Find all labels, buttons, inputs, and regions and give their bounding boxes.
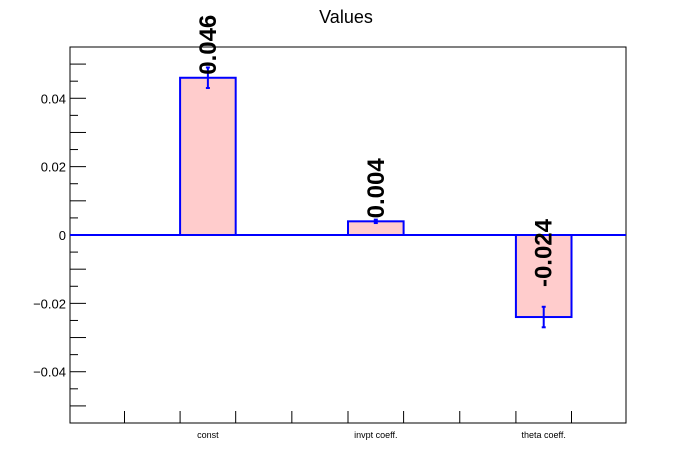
value-labels: 0.046 0.004 -0.024 (195, 15, 558, 287)
bar (514, 234, 573, 319)
y-tick-label: −0.02 (33, 296, 66, 311)
x-category-label: const (197, 430, 219, 440)
bar (179, 76, 237, 236)
y-tick-label: 0.04 (41, 91, 66, 106)
value-label: 0.004 (363, 158, 390, 219)
error-bars (205, 66, 546, 329)
value-label: 0.046 (195, 15, 222, 75)
y-tick-label: 0.02 (41, 160, 66, 175)
chart-title: Values (319, 7, 373, 27)
y-tick-label: −0.04 (33, 365, 66, 380)
y-tick-label: 0 (59, 228, 66, 243)
x-axis: const invpt coeff. theta coeff. (123, 411, 573, 440)
x-category-label: invpt coeff. (354, 430, 397, 440)
value-label: -0.024 (531, 218, 558, 287)
bar-series (179, 76, 573, 319)
x-category-label: theta coeff. (522, 430, 566, 440)
